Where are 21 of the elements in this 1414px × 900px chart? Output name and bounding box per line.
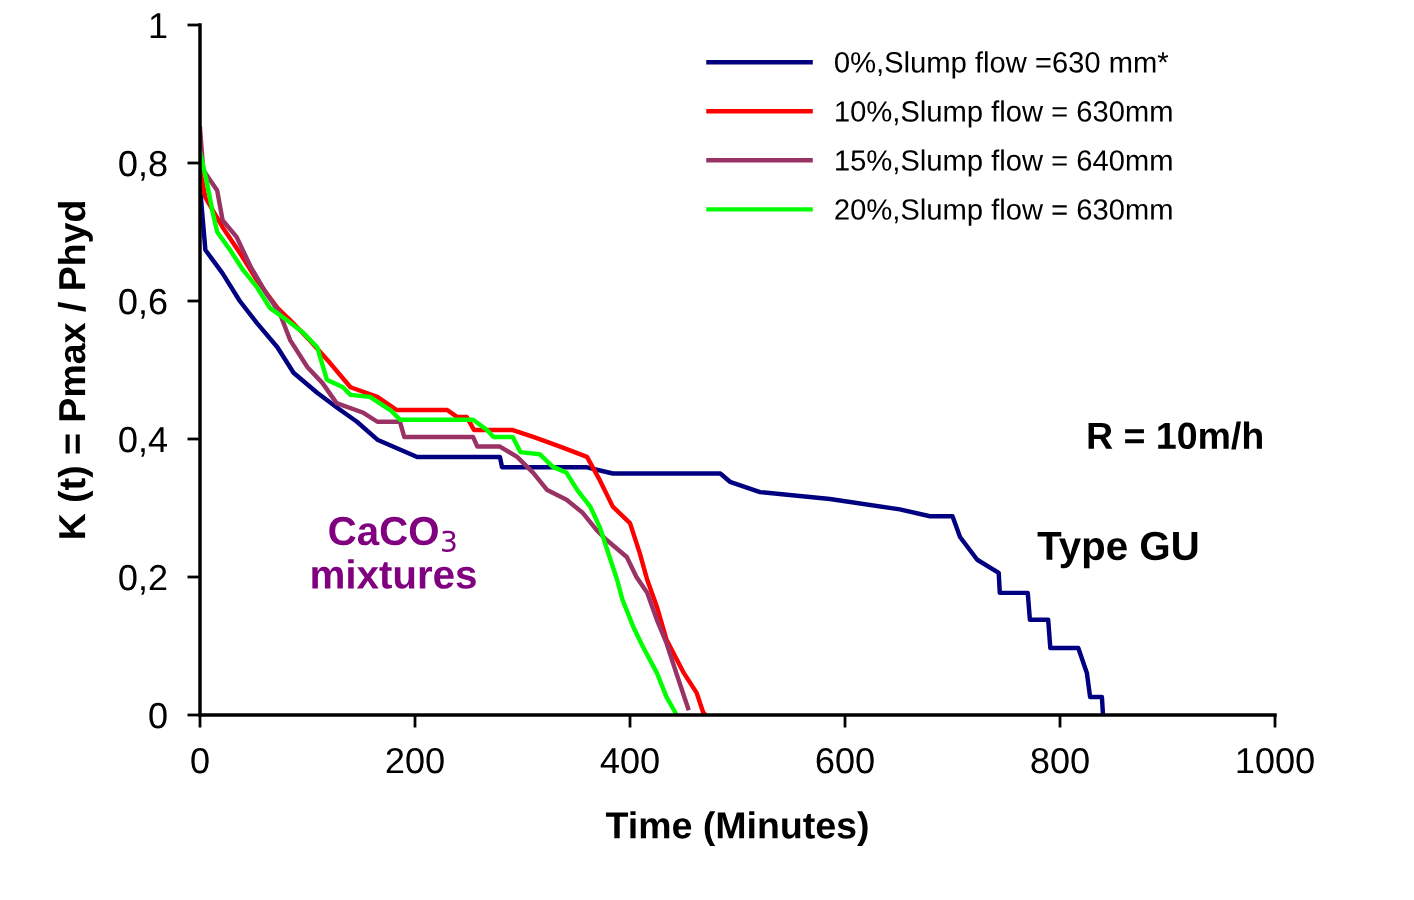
y-tick-label: 0,8	[119, 150, 167, 181]
legend-label: 15%,Slump flow = 640mm	[836, 149, 1172, 177]
x-tick-label: 1000	[1237, 747, 1314, 774]
y-tick-label: 0,2	[119, 564, 167, 595]
legend-label: 0%,Slump flow =630 mm*	[835, 51, 1169, 79]
x-tick-label: 800	[1031, 747, 1089, 774]
legend-label: 10%,Slump flow = 630mm	[836, 100, 1172, 128]
y-axis-title: K (t) = Pmax / Phyd	[57, 202, 93, 538]
y-tick-label: 0,4	[119, 426, 167, 457]
x-tick-label: 400	[600, 747, 659, 774]
annotation: CaCO$_{3}$ mixtures	[312, 516, 476, 589]
x-tick-label: 600	[816, 747, 874, 774]
annotation: R = 10m/h	[1088, 421, 1262, 450]
y-tick-label: 0	[149, 702, 167, 729]
y-tick-label: 1	[150, 13, 167, 39]
y-tick-label: 0,6	[119, 288, 167, 319]
legend-label: 20%,Slump flow = 630mm	[835, 198, 1172, 226]
x-axis-title: Time (Minutes)	[605, 811, 868, 847]
annotation: Type GU	[1037, 531, 1198, 569]
x-tick-label: 200	[386, 747, 444, 774]
x-tick-label: 0	[191, 747, 209, 774]
